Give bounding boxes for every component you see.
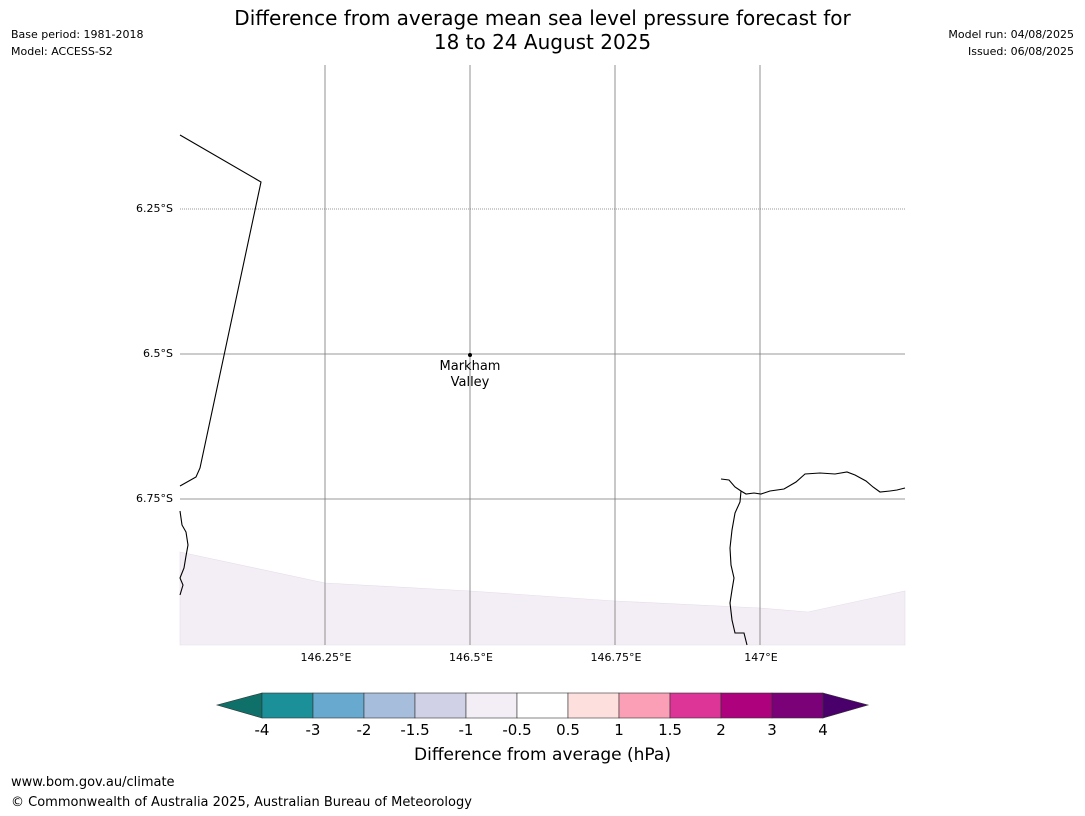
lat-label: 6.25°S <box>136 202 173 215</box>
graticule <box>180 65 905 645</box>
colorbar-tick-label: -3 <box>305 721 321 739</box>
header-right-info: Model run: 04/08/2025 Issued: 06/08/2025 <box>948 26 1074 60</box>
colorbar-segment <box>414 692 467 719</box>
coastline-east <box>720 471 906 495</box>
colorbar-tick-label: 2 <box>716 721 726 739</box>
colorbar-tick-label: -4 <box>254 721 270 739</box>
border-line <box>179 134 262 487</box>
base-period-text: Base period: 1981-2018 <box>11 28 144 41</box>
lon-label: 146.75°E <box>590 651 642 664</box>
lon-label: 147°E <box>744 651 778 664</box>
colorbar-segment <box>312 692 365 719</box>
place-label: Markham Valley <box>420 359 520 391</box>
river-line <box>729 490 748 646</box>
lat-label: 6.75°S <box>136 492 173 505</box>
colorbar-tick-label: 1.5 <box>658 721 682 739</box>
colorbar-tick-label: -0.5 <box>502 721 532 739</box>
colorbar-tick-label: 3 <box>767 721 777 739</box>
colorbar-extend-max <box>822 692 870 719</box>
header-left-info: Base period: 1981-2018 Model: ACCESS-S2 <box>11 26 143 60</box>
title-line-1: Difference from average mean sea level p… <box>234 6 851 30</box>
lon-label: 146.25°E <box>300 651 352 664</box>
colorbar-segment <box>465 692 518 719</box>
colorbar-label: Difference from average (hPa) <box>414 745 671 765</box>
place-marker <box>468 353 472 357</box>
colorbar-segment <box>618 692 671 719</box>
shaded-anomaly-region <box>179 551 906 646</box>
colorbar-segment <box>261 692 314 719</box>
colorbar-tick-label: -1.5 <box>400 721 430 739</box>
colorbar-segment <box>669 692 722 719</box>
coastline-west <box>179 510 189 596</box>
lon-label: 146.5°E <box>449 651 493 664</box>
colorbar-segment <box>720 692 773 719</box>
place-name-line-2: Valley <box>450 375 490 390</box>
lat-label: 6.5°S <box>143 347 173 360</box>
colorbar-tick-label: 1 <box>614 721 624 739</box>
footer-copyright: © Commonwealth of Australia 2025, Austra… <box>11 795 472 810</box>
colorbar <box>215 692 870 719</box>
issued-text: Issued: 06/08/2025 <box>967 45 1074 58</box>
colorbar-tick-label: -1 <box>458 721 474 739</box>
model-text: Model: ACCESS-S2 <box>11 45 113 58</box>
colorbar-tick-label: 0.5 <box>556 721 580 739</box>
colorbar-extend-min <box>215 692 263 719</box>
colorbar-segment <box>567 692 620 719</box>
map-title: Difference from average mean sea level p… <box>180 6 905 54</box>
place-name-line-1: Markham <box>439 359 501 374</box>
model-run-text: Model run: 04/08/2025 <box>948 28 1074 41</box>
colorbar-tick-label: -2 <box>356 721 372 739</box>
footer-url[interactable]: www.bom.gov.au/climate <box>11 775 175 790</box>
coastline <box>179 134 906 646</box>
colorbar-segment <box>363 692 416 719</box>
colorbar-tick-label: 4 <box>818 721 828 739</box>
title-line-2: 18 to 24 August 2025 <box>433 30 652 54</box>
colorbar-segment <box>771 692 824 719</box>
colorbar-segment <box>516 692 569 719</box>
